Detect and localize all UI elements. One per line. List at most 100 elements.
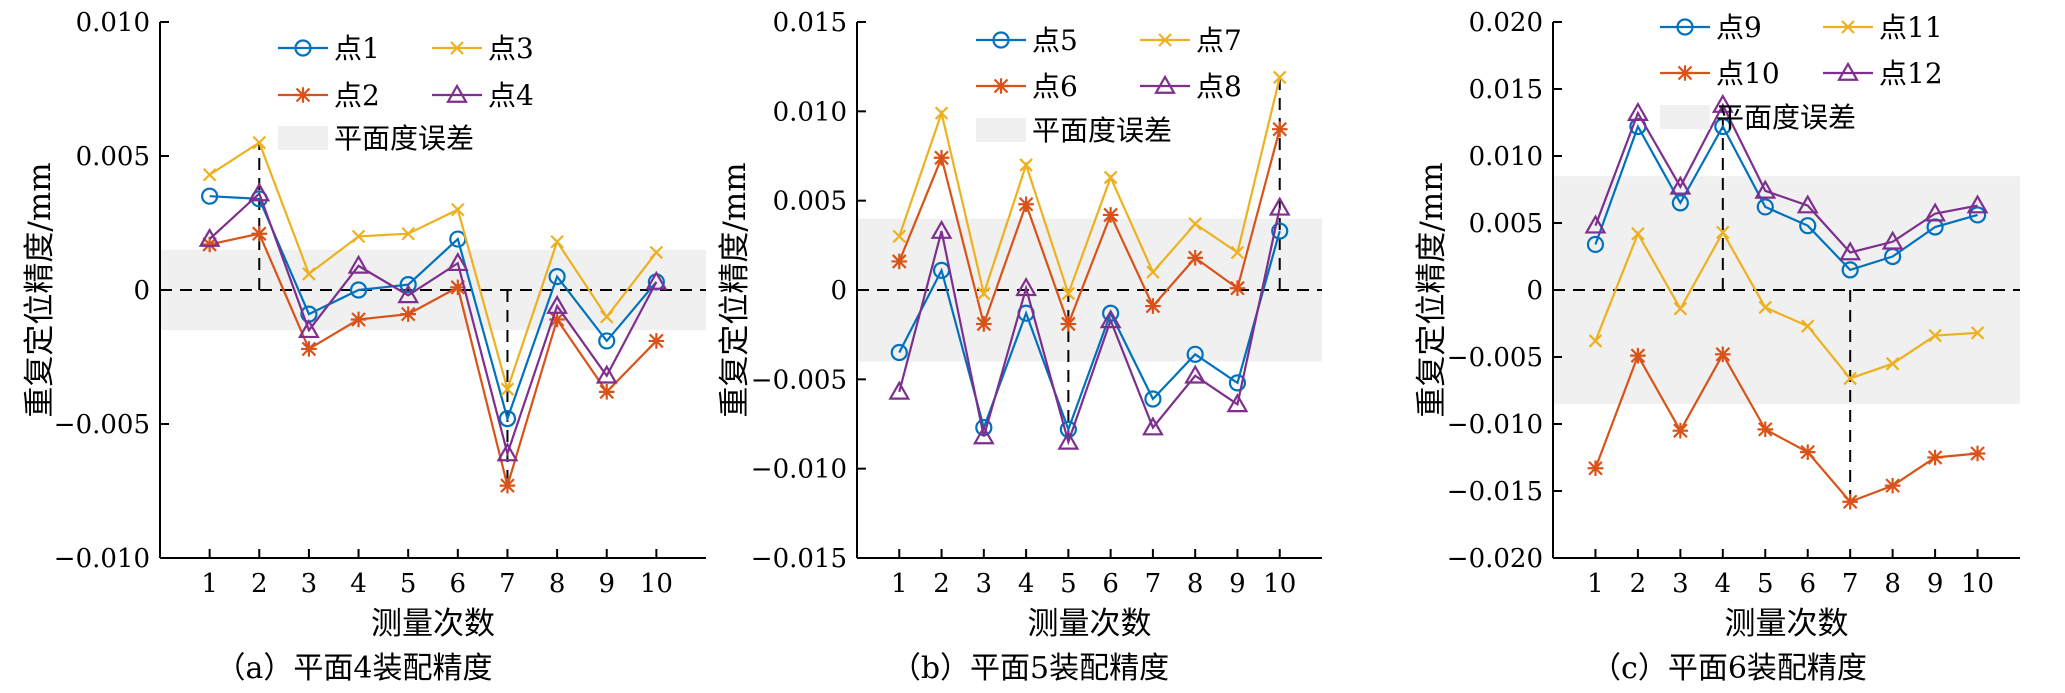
y-tick-label: 0	[830, 276, 847, 306]
data-point	[1671, 194, 1689, 212]
series-line	[209, 140, 658, 393]
series-line	[209, 232, 658, 490]
data-point	[1884, 477, 1901, 494]
legend-band-swatch	[1660, 105, 1710, 129]
chart-panel-3: −0.020 −0.015 −0.010 −0.005 0 0.005 0.010 0.015…	[1414, 8, 2020, 686]
legend-marker	[1158, 33, 1172, 47]
y-tick-label: −0.015	[751, 544, 847, 574]
data-point	[972, 425, 995, 445]
data-point	[549, 311, 565, 328]
x-tick-label: 10	[1263, 569, 1296, 599]
data-point	[595, 364, 618, 384]
chart-panel-2: −0.015 −0.010 −0.005 0 0.005 0.010 0.015 1 2 3 4 5 6…	[717, 8, 1322, 686]
data-point	[201, 187, 219, 205]
legend-label: 点3	[488, 32, 534, 65]
data-point	[1630, 347, 1646, 364]
y-tick-label: 0.015	[1469, 75, 1543, 105]
x-tick-label: 8	[1187, 569, 1204, 599]
y-tick-label: −0.010	[1447, 410, 1543, 440]
data-point	[1970, 326, 1985, 340]
data-point	[648, 333, 665, 349]
data-point	[1966, 194, 1989, 214]
data-point	[1061, 286, 1076, 301]
y-tick-label: −0.015	[1447, 477, 1543, 507]
legend-marker	[446, 83, 468, 103]
legend-band-label: 平面度误差	[334, 122, 474, 155]
y-axis-title: 重复定位精度/mm	[717, 162, 753, 417]
x-tick-label: 5	[400, 569, 417, 599]
x-tick-label: 6	[450, 569, 467, 599]
data-point	[1669, 175, 1692, 195]
data-point	[1927, 449, 1943, 466]
data-point	[930, 219, 953, 239]
x-tick-label: 4	[1715, 569, 1732, 599]
x-tick-label: 6	[1799, 569, 1816, 599]
data-point	[401, 226, 415, 241]
data-point	[1924, 202, 1946, 222]
x-tick-label: 4	[1018, 569, 1035, 599]
data-point	[450, 279, 466, 296]
data-point	[498, 410, 517, 428]
data-point	[400, 306, 416, 322]
data-point	[1754, 179, 1777, 199]
series-点2	[201, 225, 665, 494]
legend-label: 点1	[334, 32, 380, 65]
data-point	[496, 442, 519, 462]
data-point	[399, 276, 417, 294]
series-点3	[202, 135, 664, 396]
data-point	[1059, 420, 1077, 438]
data-point	[1672, 422, 1689, 439]
data-point	[248, 182, 271, 202]
series-line	[898, 207, 1281, 446]
legend-label: 点2	[334, 79, 380, 112]
data-point	[890, 343, 908, 362]
data-point	[1839, 241, 1862, 261]
y-tick-label: 0.015	[773, 8, 847, 38]
x-tick-label: 2	[251, 569, 268, 599]
y-tick-label: −0.005	[1447, 343, 1543, 373]
data-point	[1018, 196, 1034, 213]
x-tick-label: 10	[640, 569, 673, 599]
data-point	[1968, 206, 1987, 224]
data-point	[649, 245, 664, 260]
data-point	[198, 227, 221, 247]
data-point	[1885, 356, 1900, 371]
x-tick-label: 3	[301, 569, 318, 599]
x-tick-label: 1	[1587, 569, 1604, 599]
data-point	[1842, 493, 1858, 510]
data-point	[1142, 416, 1164, 436]
panel-caption: （a）平面4装配精度	[216, 651, 493, 686]
data-point	[1587, 460, 1604, 477]
series-line	[1594, 352, 1978, 504]
data-point	[934, 106, 949, 120]
data-point	[1841, 261, 1859, 279]
data-point	[1271, 121, 1288, 137]
y-tick-label: 0.010	[1469, 142, 1543, 172]
data-point	[1799, 217, 1817, 235]
x-tick-label: 7	[499, 569, 516, 599]
x-tick-label: 8	[1884, 569, 1901, 599]
data-point	[1714, 117, 1732, 136]
y-tick-label: −0.010	[54, 544, 150, 574]
y-tick-label: 0.005	[76, 142, 150, 172]
x-tick-label: 6	[1102, 569, 1119, 599]
legend-marker	[1841, 20, 1855, 34]
data-point	[1627, 101, 1649, 121]
data-point	[347, 254, 370, 274]
series-点6	[891, 121, 1288, 332]
y-axis-title: 重复定位精度/mm	[1414, 162, 1450, 417]
data-point	[397, 284, 420, 304]
x-tick-label: 9	[598, 569, 615, 599]
legend-label: 点7	[1196, 24, 1242, 57]
legend-label: 点11	[1879, 11, 1943, 44]
y-tick-label: 0.010	[773, 97, 847, 127]
legend-marker	[295, 87, 311, 103]
legend-marker	[1154, 74, 1176, 94]
legend: 点1 点2 点3 点4 平面度误差	[278, 32, 534, 155]
data-point	[891, 253, 908, 270]
series-点10	[1587, 346, 1986, 510]
data-point	[548, 268, 566, 286]
data-point	[1102, 207, 1119, 223]
data-point	[1146, 265, 1160, 279]
